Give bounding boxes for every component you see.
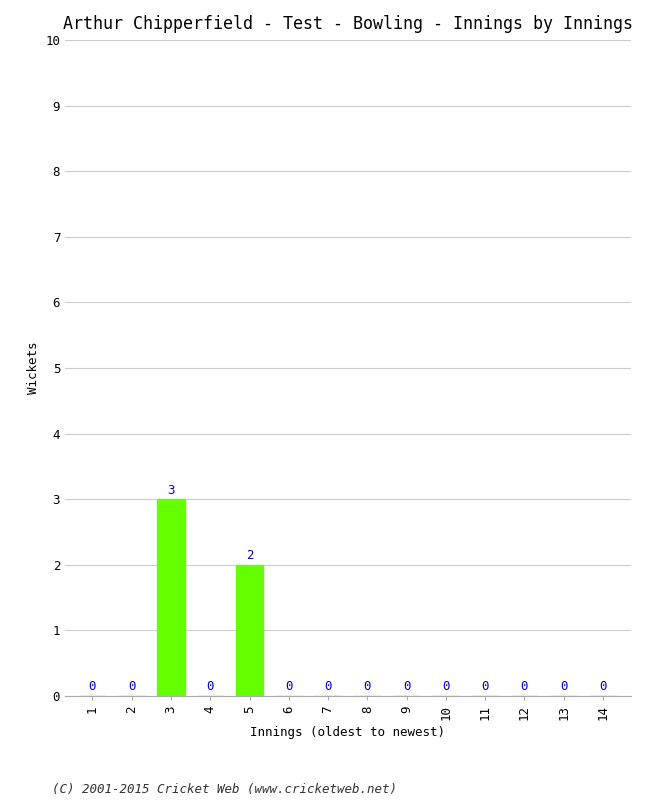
Text: 0: 0 xyxy=(207,680,214,694)
Text: 2: 2 xyxy=(246,549,254,562)
Text: 0: 0 xyxy=(128,680,135,694)
Text: 0: 0 xyxy=(285,680,293,694)
X-axis label: Innings (oldest to newest): Innings (oldest to newest) xyxy=(250,726,445,738)
Title: Arthur Chipperfield - Test - Bowling - Innings by Innings: Arthur Chipperfield - Test - Bowling - I… xyxy=(63,15,632,33)
Text: (C) 2001-2015 Cricket Web (www.cricketweb.net): (C) 2001-2015 Cricket Web (www.cricketwe… xyxy=(52,783,397,796)
Text: 0: 0 xyxy=(442,680,450,694)
Y-axis label: Wickets: Wickets xyxy=(27,342,40,394)
Bar xyxy=(157,499,185,696)
Bar xyxy=(236,565,263,696)
Text: 0: 0 xyxy=(89,680,96,694)
Text: 0: 0 xyxy=(324,680,332,694)
Text: 0: 0 xyxy=(599,680,606,694)
Text: 0: 0 xyxy=(482,680,489,694)
Text: 0: 0 xyxy=(521,680,528,694)
Text: 0: 0 xyxy=(560,680,567,694)
Text: 0: 0 xyxy=(403,680,410,694)
Text: 3: 3 xyxy=(167,483,175,497)
Text: 0: 0 xyxy=(363,680,371,694)
